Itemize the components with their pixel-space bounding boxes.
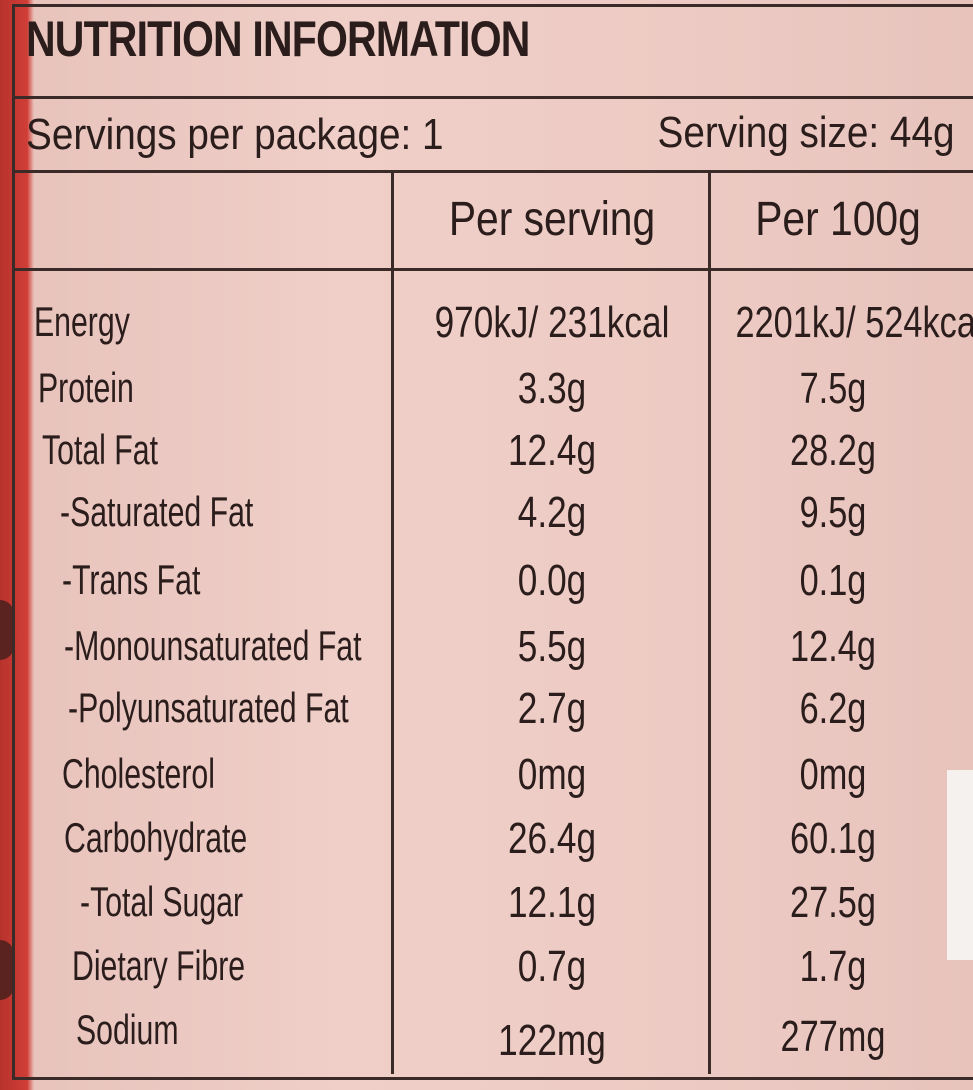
nutrient-name: -Polyunsaturated Fat xyxy=(68,684,349,731)
table-row: -Monounsaturated Fat 5.5g 12.4g xyxy=(8,622,973,688)
table-row: Protein 3.3g 7.5g xyxy=(8,364,973,430)
per-serving-value: 12.4g xyxy=(507,426,597,475)
per-serving-value: 0.7g xyxy=(517,942,587,991)
per-100g-value: 6.2g xyxy=(799,684,867,733)
nutrient-name: Energy xyxy=(34,298,130,345)
table-row: Sodium 122mg 277mg xyxy=(8,1006,973,1072)
nutrient-name: -Total Sugar xyxy=(80,878,244,925)
per-serving-value: 0mg xyxy=(517,750,587,799)
per-serving-value: 12.1g xyxy=(507,878,597,927)
per-100g-value: 1.7g xyxy=(799,942,867,991)
nutrient-name: Cholesterol xyxy=(62,750,215,797)
table-row: Carbohydrate 26.4g 60.1g xyxy=(8,814,973,880)
nutrient-name: -Trans Fat xyxy=(62,556,201,603)
table-row: -Trans Fat 0.0g 0.1g xyxy=(8,556,973,622)
nutrient-name: Total Fat xyxy=(42,426,158,473)
per-serving-value: 3.3g xyxy=(517,364,587,413)
per-100g-value: 0mg xyxy=(799,750,867,799)
per-serving-value: 0.0g xyxy=(517,556,587,605)
column-header-per-100g: Per 100g xyxy=(755,193,921,246)
per-serving-value: 970kJ/ 231kcal xyxy=(434,298,670,347)
column-divider-2 xyxy=(708,170,711,1074)
nutrient-name: -Monounsaturated Fat xyxy=(64,622,362,669)
package-dark-mark xyxy=(0,940,14,1000)
rule-below-column-headers xyxy=(12,268,973,271)
rule-below-servings xyxy=(12,170,973,173)
table-row: Total Fat 12.4g 28.2g xyxy=(8,426,973,492)
table-row: -Polyunsaturated Fat 2.7g 6.2g xyxy=(8,684,973,750)
rule-below-title xyxy=(12,96,973,99)
serving-size: Serving size: 44g xyxy=(657,108,955,157)
per-serving-value: 2.7g xyxy=(517,684,587,733)
package-red-edge xyxy=(0,0,34,1090)
per-100g-value: 2201kJ/ 524kcal xyxy=(735,298,973,347)
column-header-per-serving: Per serving xyxy=(448,193,656,246)
per-100g-value: 277mg xyxy=(780,1012,886,1061)
table-row: -Total Sugar 12.1g 27.5g xyxy=(8,878,973,944)
servings-per-package: Servings per package: 1 xyxy=(26,110,444,159)
per-serving-value: 122mg xyxy=(498,1016,606,1065)
per-100g-value: 27.5g xyxy=(790,878,876,927)
per-100g-value: 28.2g xyxy=(790,426,876,475)
nutrition-information-panel: NUTRITION INFORMATION Servings per packa… xyxy=(8,2,973,1080)
per-100g-value: 12.4g xyxy=(790,622,876,671)
nutrient-name: Carbohydrate xyxy=(64,814,248,861)
per-100g-value: 7.5g xyxy=(799,364,867,413)
nutrient-name: -Saturated Fat xyxy=(60,488,254,535)
per-100g-value: 60.1g xyxy=(790,814,876,863)
package-dark-mark xyxy=(0,600,14,660)
column-divider-1 xyxy=(391,170,394,1074)
table-row: Energy 970kJ/ 231kcal 2201kJ/ 524kcal xyxy=(8,298,973,364)
nutrient-name: Dietary Fibre xyxy=(72,942,246,989)
adjacent-white-label xyxy=(947,770,973,960)
per-serving-value: 26.4g xyxy=(507,814,597,863)
per-serving-value: 5.5g xyxy=(517,622,587,671)
per-100g-value: 0.1g xyxy=(799,556,867,605)
table-row: Dietary Fibre 0.7g 1.7g xyxy=(8,942,973,1008)
nutrient-name: Sodium xyxy=(76,1006,179,1053)
nutrient-name: Protein xyxy=(38,364,134,411)
per-100g-value: 9.5g xyxy=(799,488,867,537)
panel-border xyxy=(12,4,973,1080)
panel-title: NUTRITION INFORMATION xyxy=(26,11,530,67)
table-row: -Saturated Fat 4.2g 9.5g xyxy=(8,488,973,554)
table-row: Cholesterol 0mg 0mg xyxy=(8,750,973,816)
per-serving-value: 4.2g xyxy=(517,488,587,537)
